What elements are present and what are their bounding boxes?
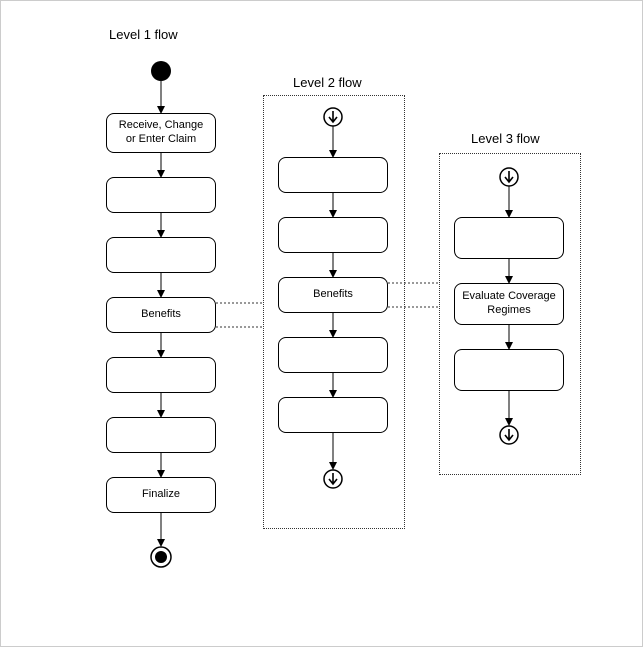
level-3-title: Level 3 flow	[471, 131, 540, 146]
end-node-outer-icon	[151, 547, 171, 567]
l2-node-2	[278, 217, 388, 253]
l1-node-benefits: Benefits	[106, 297, 216, 333]
l1-node-finalize: Finalize	[106, 477, 216, 513]
end-node-inner-icon	[155, 551, 167, 563]
l1-node-receive: Receive, Change or Enter Claim	[106, 113, 216, 153]
level-1-title: Level 1 flow	[109, 27, 178, 42]
l2-node-5	[278, 397, 388, 433]
l3-node-3	[454, 349, 564, 391]
l1-node-6	[106, 417, 216, 453]
l2-node-4	[278, 337, 388, 373]
l1-node-5	[106, 357, 216, 393]
l3-node-evaluate: Evaluate Coverage Regimes	[454, 283, 564, 325]
l2-node-benefits: Benefits	[278, 277, 388, 313]
l2-node-1	[278, 157, 388, 193]
l1-node-3	[106, 237, 216, 273]
diagram-canvas: Level 1 flow Level 2 flow Level 3 flow R…	[0, 0, 643, 647]
start-node-icon	[151, 61, 171, 81]
l1-node-2	[106, 177, 216, 213]
l3-node-1	[454, 217, 564, 259]
level-2-title: Level 2 flow	[293, 75, 362, 90]
